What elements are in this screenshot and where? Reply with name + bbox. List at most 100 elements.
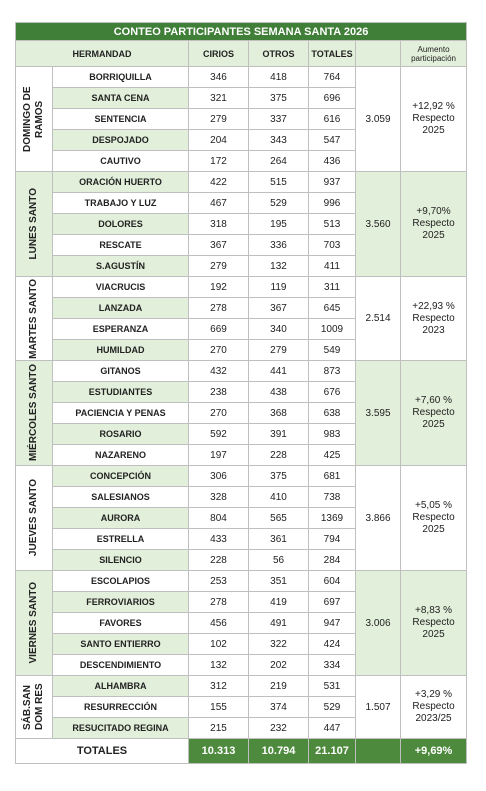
hermandad-name: FAVORES: [52, 612, 189, 634]
group-total: 3.866: [355, 465, 401, 571]
header-cell: [355, 40, 401, 67]
hermandad-name: PACIENCIA Y PENAS: [52, 402, 189, 424]
cirios-cell: 432: [188, 360, 249, 382]
hermandad-name: TRABAJO Y LUZ: [52, 192, 189, 214]
cirios-cell: 321: [188, 87, 249, 109]
data-row: JUEVES SANTO CONCEPCIÓN 306 375 681 3.866 +5,0…: [15, 465, 468, 571]
day-cell: DOMINGO DE RAMOS: [15, 66, 53, 172]
hermandad-name: SANTO ENTIERRO: [52, 633, 189, 655]
otros-cell: 343: [248, 129, 309, 151]
header-cell: OTROS: [248, 40, 309, 67]
participants-table: CONTEO PARTICIPANTES SEMANA SANTA 2026 H…: [14, 22, 468, 764]
hermandad-name: S.AGUSTÍN: [52, 255, 189, 277]
total-cell: 983: [308, 423, 356, 445]
otros-cell: 441: [248, 360, 309, 382]
data-row: SILENCIO 228 56 284: [16, 549, 467, 571]
total-cell: 616: [308, 108, 356, 130]
cirios-cell: 270: [188, 339, 249, 361]
cirios-cell: 804: [188, 507, 249, 529]
data-row: DESCENDIMIENTO 132 202 334: [16, 654, 467, 676]
total-cell: 681: [308, 465, 356, 487]
header-cell: Aumento participación: [399, 40, 468, 67]
hermandad-name: BORRIQUILLA: [52, 66, 189, 88]
data-row: PACIENCIA Y PENAS 270 368 638: [16, 402, 467, 424]
cirios-cell: 279: [188, 255, 249, 277]
cirios-cell: 456: [188, 612, 249, 634]
hermandad-name: DOLORES: [52, 213, 189, 235]
total-cell: 794: [308, 528, 356, 550]
cirios-cell: 467: [188, 192, 249, 214]
data-row: HUMILDAD 270 279 549: [16, 339, 467, 361]
cirios-cell: 192: [188, 276, 249, 298]
otros-cell: 529: [248, 192, 309, 214]
totals-row: TOTALES 10.313 10.794 21.107 +9,69%: [15, 738, 468, 764]
totals-cirios: 10.313: [188, 738, 249, 764]
otros-cell: 375: [248, 87, 309, 109]
otros-cell: 368: [248, 402, 309, 424]
hermandad-name: NAZARENO: [52, 444, 189, 466]
data-row: DOMINGO DE RAMOS BORRIQUILLA 346 418 764 3.05…: [15, 66, 468, 172]
data-row: RESCATE 367 336 703: [16, 234, 467, 256]
cirios-cell: 433: [188, 528, 249, 550]
total-cell: 696: [308, 87, 356, 109]
total-cell: 549: [308, 339, 356, 361]
day-cell: LUNES SANTO: [15, 171, 53, 277]
group-total: 3.059: [355, 66, 401, 172]
hermandad-name: ESPERANZA: [52, 318, 189, 340]
otros-cell: 374: [248, 696, 309, 718]
cirios-cell: 592: [188, 423, 249, 445]
increase-cell: +8,83 % Respecto 2025: [399, 570, 468, 676]
cirios-cell: 270: [188, 402, 249, 424]
day-label: LUNES SANTO: [28, 188, 39, 260]
hermandad-name: DESPOJADO: [52, 129, 189, 151]
total-cell: 604: [308, 570, 356, 592]
otros-cell: 361: [248, 528, 309, 550]
otros-cell: 491: [248, 612, 309, 634]
otros-cell: 322: [248, 633, 309, 655]
totals-label: TOTALES: [15, 738, 189, 764]
hermandad-name: ESCOLAPIOS: [52, 570, 189, 592]
hermandad-name: GITANOS: [52, 360, 189, 382]
hermandad-name: ALHAMBRA: [52, 675, 189, 697]
otros-cell: 367: [248, 297, 309, 319]
total-cell: 1369: [308, 507, 356, 529]
cirios-cell: 172: [188, 150, 249, 172]
hermandad-name: ESTRELLA: [52, 528, 189, 550]
otros-cell: 119: [248, 276, 309, 298]
hermandad-name: RESCATE: [52, 234, 189, 256]
group-total: 2.514: [355, 276, 401, 361]
cirios-cell: 197: [188, 444, 249, 466]
day-label: VIERNES SANTO: [28, 582, 39, 664]
total-cell: 311: [308, 276, 356, 298]
total-cell: 436: [308, 150, 356, 172]
data-row: FERROVIARIOS 278 419 697: [16, 591, 467, 613]
hermandad-name: AURORA: [52, 507, 189, 529]
total-cell: 547: [308, 129, 356, 151]
total-cell: 284: [308, 549, 356, 571]
otros-cell: 219: [248, 675, 309, 697]
otros-cell: 340: [248, 318, 309, 340]
hermandad-name: LANZADA: [52, 297, 189, 319]
hermandad-name: RESUCITADO REGINA: [52, 717, 189, 739]
hermandad-name: SENTENCIA: [52, 108, 189, 130]
data-row: SENTENCIA 279 337 616: [16, 108, 467, 130]
total-cell: 334: [308, 654, 356, 676]
data-row: S.AGUSTÍN 279 132 411: [16, 255, 467, 277]
cirios-cell: 669: [188, 318, 249, 340]
totals-increase: +9,69%: [399, 738, 468, 764]
total-cell: 531: [308, 675, 356, 697]
day-cell: VIERNES SANTO: [15, 570, 53, 676]
data-row: DESPOJADO 204 343 547: [16, 129, 467, 151]
total-cell: 424: [308, 633, 356, 655]
hermandad-name: FERROVIARIOS: [52, 591, 189, 613]
otros-cell: 375: [248, 465, 309, 487]
increase-cell: +5,05 % Respecto 2025: [399, 465, 468, 571]
hermandad-name: DESCENDIMIENTO: [52, 654, 189, 676]
totals-blank: [355, 738, 401, 764]
header-row: HERMANDAD CIRIOS OTROS TOTALES Aumento p…: [15, 40, 468, 67]
otros-cell: 56: [248, 549, 309, 571]
day-label: SÁB.SAN DOM RES: [22, 683, 45, 731]
hermandad-name: ESTUDIANTES: [52, 381, 189, 403]
total-cell: 411: [308, 255, 356, 277]
hermandad-name: RESURRECCIÓN: [52, 696, 189, 718]
